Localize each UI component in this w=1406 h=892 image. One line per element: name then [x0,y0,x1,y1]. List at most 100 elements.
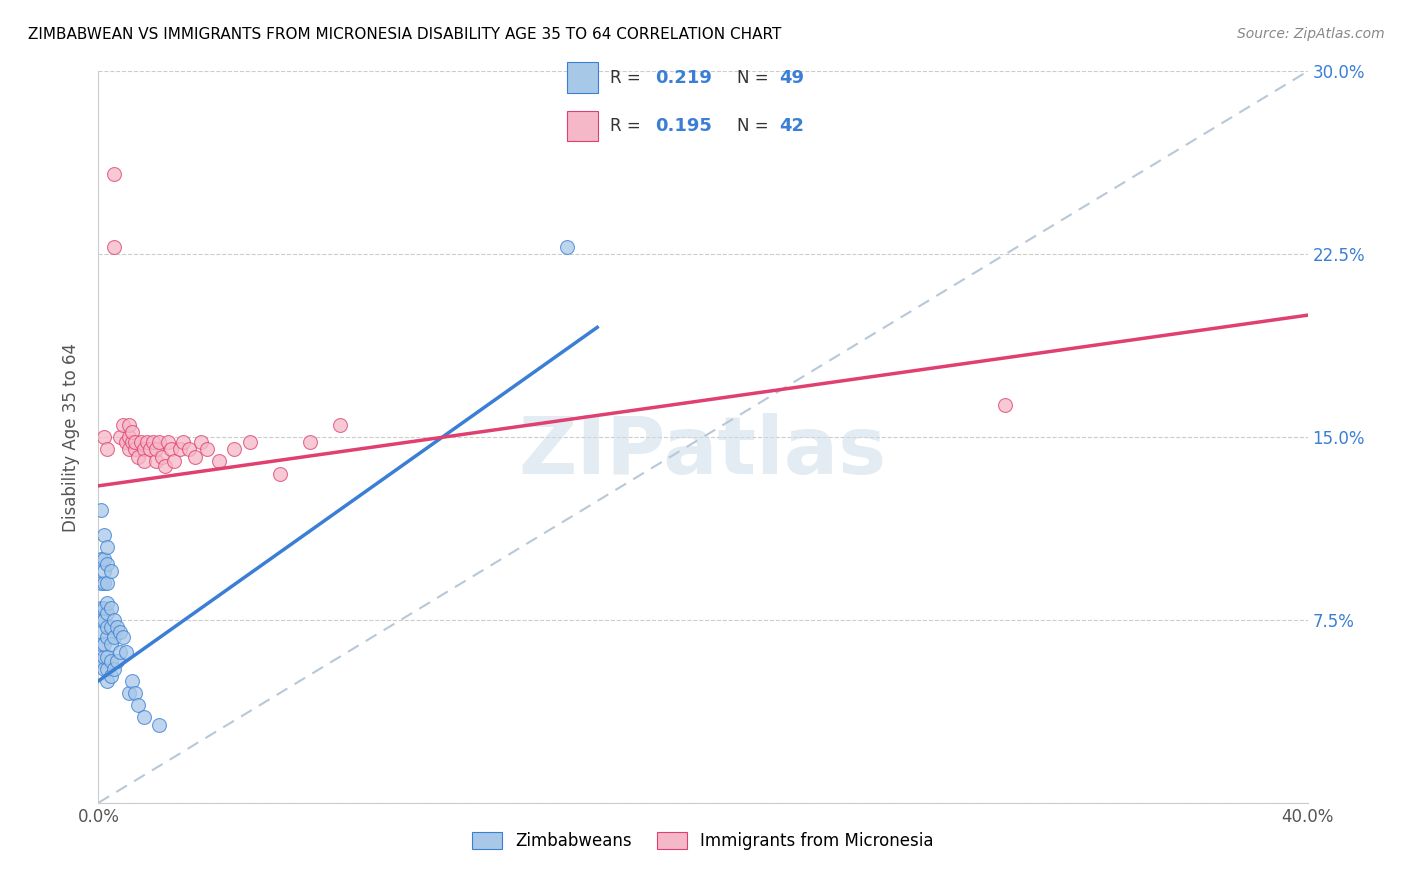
Text: N =: N = [737,69,773,87]
Point [96,576,118,591]
Text: R =: R = [610,69,645,87]
Point [124,686,146,700]
Point [145,442,167,457]
Point [156,434,179,449]
Point [90,552,112,566]
Point [142,434,165,449]
Point [90,600,112,615]
Point [111,630,134,644]
Point [90,613,112,627]
Point [195,442,218,457]
Point [96,673,118,688]
Point [121,434,143,449]
Point [148,434,170,449]
Point [145,454,167,468]
Text: N =: N = [737,117,773,135]
Point [100,637,122,651]
Point [96,662,118,676]
Point [121,673,143,688]
Point [90,503,112,517]
Point [329,417,352,432]
Text: ZIPatlas: ZIPatlas [519,413,887,491]
Point [269,467,291,481]
Point [96,540,118,554]
Point [150,450,173,464]
Point [103,630,125,644]
Point [169,442,191,457]
Point [121,425,143,440]
Point [118,686,141,700]
Text: ZIMBABWEAN VS IMMIGRANTS FROM MICRONESIA DISABILITY AGE 35 TO 64 CORRELATION CHA: ZIMBABWEAN VS IMMIGRANTS FROM MICRONESIA… [28,27,782,42]
Point [100,654,122,668]
Point [124,442,146,457]
Point [224,442,246,457]
Point [139,442,162,457]
Point [93,649,115,664]
Point [172,434,194,449]
Point [96,630,118,644]
Point [90,625,112,640]
Point [96,606,118,620]
Point [100,600,122,615]
Text: 0.195: 0.195 [655,117,711,135]
Point [90,637,112,651]
Point [208,454,231,468]
Point [103,662,125,676]
Point [114,645,136,659]
Text: 49: 49 [779,69,804,87]
Point [93,662,115,676]
Point [132,454,155,468]
Point [103,240,125,254]
Point [163,454,186,468]
Point [190,434,212,449]
Text: 42: 42 [779,117,804,135]
Point [184,450,207,464]
Point [93,576,115,591]
Point [103,613,125,627]
Point [90,654,112,668]
Point [90,576,112,591]
Legend: Zimbabweans, Immigrants from Micronesia: Zimbabweans, Immigrants from Micronesia [465,825,941,856]
Point [100,620,122,634]
FancyBboxPatch shape [568,111,598,141]
Y-axis label: Disability Age 35 to 64: Disability Age 35 to 64 [62,343,80,532]
Point [114,434,136,449]
Point [93,600,115,615]
Point [93,527,115,541]
Point [93,637,115,651]
Point [179,442,201,457]
Point [118,442,141,457]
Text: 0.219: 0.219 [655,69,711,87]
Point [129,434,152,449]
Point [96,649,118,664]
Point [93,564,115,578]
Point [111,417,134,432]
Point [93,430,115,444]
Point [555,240,578,254]
Point [93,552,115,566]
Point [132,710,155,724]
Point [118,430,141,444]
Point [994,398,1017,412]
Point [100,564,122,578]
Point [105,620,128,634]
Point [132,442,155,457]
Point [160,442,183,457]
Point [96,596,118,610]
Point [124,434,146,449]
Text: Source: ZipAtlas.com: Source: ZipAtlas.com [1237,27,1385,41]
Point [118,417,141,432]
Point [148,718,170,732]
FancyBboxPatch shape [568,62,598,93]
Point [100,669,122,683]
Point [96,557,118,571]
Point [299,434,322,449]
Point [127,450,149,464]
Point [127,698,149,713]
Point [108,645,131,659]
Point [108,625,131,640]
Point [93,613,115,627]
Text: R =: R = [610,117,645,135]
Point [135,434,157,449]
Point [105,654,128,668]
